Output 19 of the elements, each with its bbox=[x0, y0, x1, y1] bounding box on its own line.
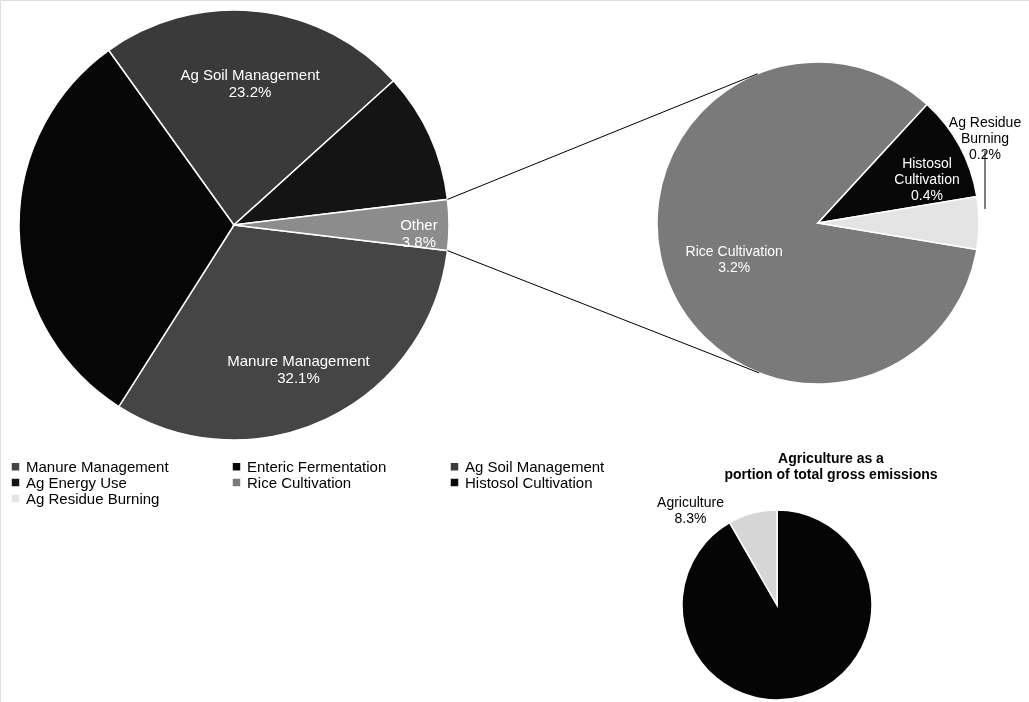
data-label: 0.2% bbox=[969, 146, 1001, 162]
slice-label: Agriculture bbox=[657, 494, 725, 511]
slice-label: Other bbox=[400, 216, 438, 233]
slice-label: Histosol Cultivation bbox=[894, 155, 960, 187]
slice-label: Ag Soil Management bbox=[180, 66, 321, 84]
data-label: 3.8% bbox=[401, 233, 436, 250]
data-label: 0.4% bbox=[911, 187, 943, 203]
legend-label: Rice Cultivation bbox=[247, 473, 352, 491]
data-label: 32.1% bbox=[277, 368, 320, 386]
legend-label: Enteric Fermentation bbox=[247, 457, 387, 475]
chart-title: Agriculture as a portion of total gross emissions bbox=[724, 450, 938, 482]
slice-label: Ag Residue Burning bbox=[948, 114, 1022, 146]
legend-label: Ag Soil Management bbox=[465, 457, 606, 475]
legend-label: Manure Management bbox=[26, 457, 170, 475]
slice-label: Manure Management bbox=[227, 351, 371, 369]
data-label: 3.2% bbox=[718, 258, 751, 275]
slice-label: Rice Cultivation bbox=[685, 242, 783, 259]
data-label: 8.3% bbox=[674, 510, 707, 527]
data-label: 23.2% bbox=[228, 83, 272, 101]
